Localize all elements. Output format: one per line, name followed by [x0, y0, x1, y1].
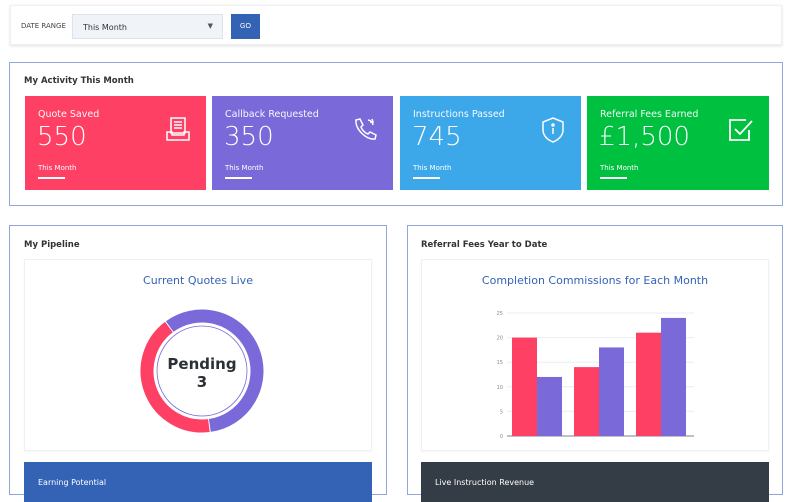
y-tick-label: 10	[497, 385, 503, 391]
pipeline-title: My Pipeline	[24, 240, 80, 250]
stat-card-label: Referral Fees Earned	[600, 109, 699, 120]
stat-card-label: Quote Saved	[38, 109, 100, 120]
inbox-documents-icon	[164, 116, 192, 144]
earning-potential-label: Earning Potential	[38, 478, 107, 487]
live-instruction-revenue-card: Live Instruction Revenue	[421, 462, 769, 502]
stat-card-value: 745	[412, 122, 462, 152]
quotes-chart-card: Current Quotes Live Pending 3	[24, 259, 372, 451]
stat-card-underline	[413, 177, 440, 179]
donut-center-value: 3	[196, 373, 208, 391]
y-tick-label: 5	[500, 409, 503, 415]
date-range-label: DATE RANGE	[21, 22, 66, 30]
donut-slice-1[interactable]	[140, 321, 210, 433]
bar-s0-g2[interactable]	[636, 332, 661, 436]
go-button[interactable]: GO	[231, 14, 260, 39]
y-tick-label: 20	[497, 336, 503, 342]
stat-card-value: 550	[37, 122, 87, 152]
stat-card-underline	[225, 177, 252, 179]
date-range-select[interactable]: This Month ▼	[72, 14, 223, 39]
commissions-chart-card: Completion Commissions for Each Month 0 5…	[421, 259, 769, 451]
phone-callback-icon	[351, 116, 379, 144]
donut-chart	[140, 309, 264, 433]
filter-bar: DATE RANGE This Month ▼ GO	[10, 5, 782, 45]
quotes-chart-title: Current Quotes Live	[143, 274, 253, 287]
earning-potential-card: Earning Potential	[24, 462, 372, 502]
stat-card-underline	[600, 177, 627, 179]
stat-card-value: 350	[224, 122, 274, 152]
stat-card-1: Callback Requested 350 This Month	[212, 96, 393, 190]
commissions-chart-title: Completion Commissions for Each Month	[481, 274, 709, 287]
stat-card-label: Callback Requested	[225, 109, 319, 120]
stat-card-value: £1,500	[599, 122, 690, 152]
y-tick-label: 15	[497, 360, 503, 366]
stat-card-period: This Month	[225, 164, 264, 172]
stat-card-period: This Month	[413, 164, 452, 172]
bar-s0-g1[interactable]	[574, 367, 599, 436]
checkbox-icon	[727, 116, 755, 144]
stat-card-period: This Month	[600, 164, 639, 172]
live-instruction-revenue-label: Live Instruction Revenue	[435, 478, 535, 487]
stat-card-underline	[38, 177, 65, 179]
bar-s1-g0[interactable]	[537, 376, 562, 436]
donut-slice-0[interactable]	[165, 309, 264, 432]
activity-title: My Activity This Month	[24, 76, 134, 86]
bar-chart: 0 5 10 15 20 25	[497, 311, 694, 440]
stat-card-period: This Month	[38, 164, 77, 172]
y-tick-label: 25	[497, 311, 503, 317]
stat-card-label: Instructions Passed	[413, 109, 505, 120]
stat-card-0: Quote Saved 550 This Month	[25, 96, 206, 190]
donut-center-label: Pending	[167, 355, 237, 373]
caret-down-icon: ▼	[207, 22, 213, 30]
date-range-value: This Month	[83, 23, 127, 32]
bar-s1-g2[interactable]	[661, 317, 686, 436]
bar-s1-g1[interactable]	[599, 347, 624, 436]
referral-title: Referral Fees Year to Date	[421, 240, 548, 250]
bar-s0-g0[interactable]	[512, 337, 537, 436]
stat-card-3: Referral Fees Earned £1,500 This Month	[587, 96, 769, 190]
shield-info-icon	[539, 116, 567, 144]
stat-card-2: Instructions Passed 745 This Month	[400, 96, 581, 190]
donut-inner-ring	[156, 325, 248, 417]
y-tick-label: 0	[500, 434, 503, 440]
